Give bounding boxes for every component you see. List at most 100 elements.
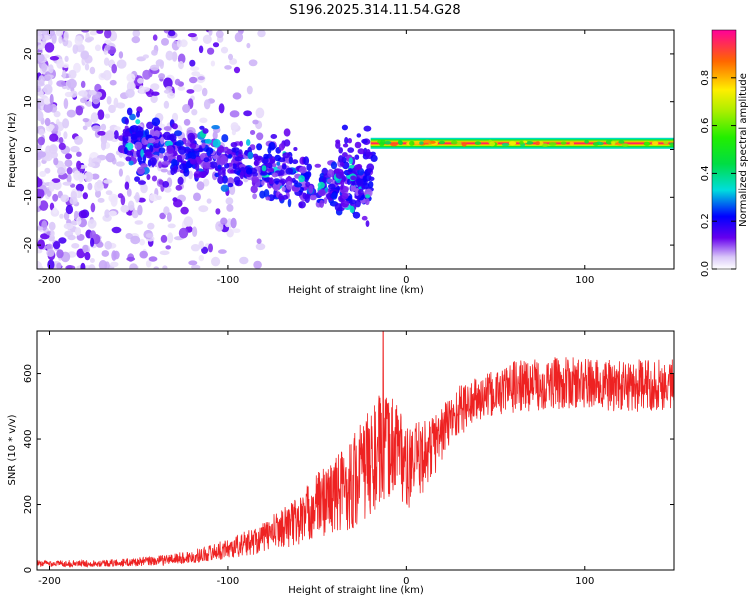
spectrogram-blob xyxy=(256,132,264,141)
spectrogram-blob xyxy=(127,200,135,211)
spectrogram-blob xyxy=(260,171,268,176)
spectrogram-blob xyxy=(361,138,368,144)
spectrogram-blob xyxy=(285,167,294,175)
spectrogram-blob xyxy=(292,159,299,165)
spectrogram-blob xyxy=(62,63,69,68)
spectrogram-blob xyxy=(43,97,51,105)
spectrogram-blob xyxy=(90,112,99,123)
spectrogram-blob xyxy=(126,256,136,262)
y-tick-label: -20 xyxy=(23,237,34,253)
spectrogram-blob xyxy=(130,124,139,133)
spectrogram-blob xyxy=(90,237,95,247)
spectrogram-blob xyxy=(80,80,86,88)
spectrogram-blob xyxy=(338,155,344,163)
spectrogram-blob xyxy=(173,199,183,208)
spectrogram-blob xyxy=(198,240,204,249)
spectrogram-blob xyxy=(217,175,224,185)
spectrogram-blob xyxy=(63,211,70,221)
spectrogram-blob xyxy=(167,223,176,229)
spectrogram-blob xyxy=(89,30,98,36)
spectrogram-blob xyxy=(220,155,229,165)
spectrogram-blobs xyxy=(37,30,378,269)
spectrogram-blob xyxy=(58,142,66,150)
spectrogram-blob xyxy=(138,180,146,185)
spectrogram-blob xyxy=(105,152,116,163)
spectrogram-blob xyxy=(78,210,87,219)
spectrogram-blob xyxy=(129,263,138,269)
spectrogram-blob xyxy=(164,186,172,193)
spectrogram-blob xyxy=(282,152,291,159)
spectrogram-blob xyxy=(63,131,68,140)
spectrogram-blob xyxy=(88,90,97,96)
spectrogram-blob xyxy=(288,156,293,165)
spectrogram-blob xyxy=(370,154,378,162)
spectrogram-blob xyxy=(256,143,263,151)
spectrogram-blob xyxy=(38,200,49,211)
spectrogram-blob xyxy=(124,181,130,190)
spectrogram-blob xyxy=(118,51,124,59)
spectrogram-blob xyxy=(191,264,201,269)
spectrogram-blob xyxy=(38,128,45,136)
spectrogram-blob xyxy=(203,99,211,110)
spectrogram-blob xyxy=(193,84,203,92)
x-tick-label: 0 xyxy=(403,576,409,587)
spectrogram-blob xyxy=(64,159,73,167)
carrier-blob xyxy=(438,140,445,145)
spectrogram-blob xyxy=(153,266,160,269)
spectrogram-blob xyxy=(344,137,349,144)
spectrogram-blob xyxy=(66,78,77,89)
spectrogram-blob xyxy=(151,91,160,96)
spectrogram-blob xyxy=(91,125,102,132)
spectrogram-blob xyxy=(37,53,45,62)
spectrogram-blob xyxy=(350,184,357,192)
spectrogram-blob xyxy=(306,163,313,171)
spectrogram-blob xyxy=(145,233,154,238)
spectrogram-blob xyxy=(265,196,271,201)
spectrogram-blob xyxy=(246,42,251,49)
y-tick-label: 200 xyxy=(23,495,34,514)
spectrogram-blob xyxy=(331,192,338,200)
spectrogram-blob xyxy=(177,86,186,91)
spectrogram-blob xyxy=(135,130,144,138)
spectrogram-blob xyxy=(189,59,196,67)
carrier-blob xyxy=(413,140,421,145)
carrier-blob xyxy=(541,143,549,147)
spectrogram-blob xyxy=(60,194,70,203)
spectrogram-blob xyxy=(354,141,362,149)
spectrogram-blob xyxy=(180,206,189,215)
spectrogram-blob xyxy=(65,204,74,215)
spectrogram-blob xyxy=(163,206,170,216)
spectrogram-blob xyxy=(191,71,201,77)
spectrogram-blob xyxy=(153,127,162,132)
spectrogram-blob xyxy=(191,109,198,116)
spectrogram-blob xyxy=(131,36,141,44)
carrier-blob xyxy=(535,141,540,145)
spectrogram-blob xyxy=(50,230,55,238)
spectrogram-blob xyxy=(347,147,355,153)
spectrogram-blob xyxy=(204,138,212,144)
spectrogram-blob xyxy=(66,109,76,118)
spectrogram-blob xyxy=(128,160,134,166)
spectrogram-blob xyxy=(52,193,59,202)
spectrogram-blob xyxy=(221,134,229,143)
spectrogram-blob xyxy=(171,158,178,167)
spectrogram-blob xyxy=(163,126,172,131)
spectrogram-blob xyxy=(228,53,233,61)
spectrogram-blob xyxy=(271,172,278,178)
spectrogram-blob xyxy=(323,197,328,205)
spectrogram-blob xyxy=(256,238,262,244)
spectrogram-blob xyxy=(188,260,198,266)
spectrogram-blob xyxy=(58,237,67,244)
spectrogram-blob xyxy=(106,96,112,105)
spectrogram-blob xyxy=(84,251,91,261)
spectrogram-blob xyxy=(151,117,161,126)
spectrogram-blob xyxy=(59,213,64,219)
spectrogram-blob xyxy=(203,157,210,163)
spectrogram-blob xyxy=(163,155,169,162)
spectrogram-blob xyxy=(134,176,141,182)
spectrogram-blob xyxy=(96,179,103,189)
spectrogram-blob xyxy=(350,175,357,181)
spectrogram-blob xyxy=(37,85,42,93)
spectrogram-blob xyxy=(178,227,189,239)
carrier-blob xyxy=(384,140,392,145)
